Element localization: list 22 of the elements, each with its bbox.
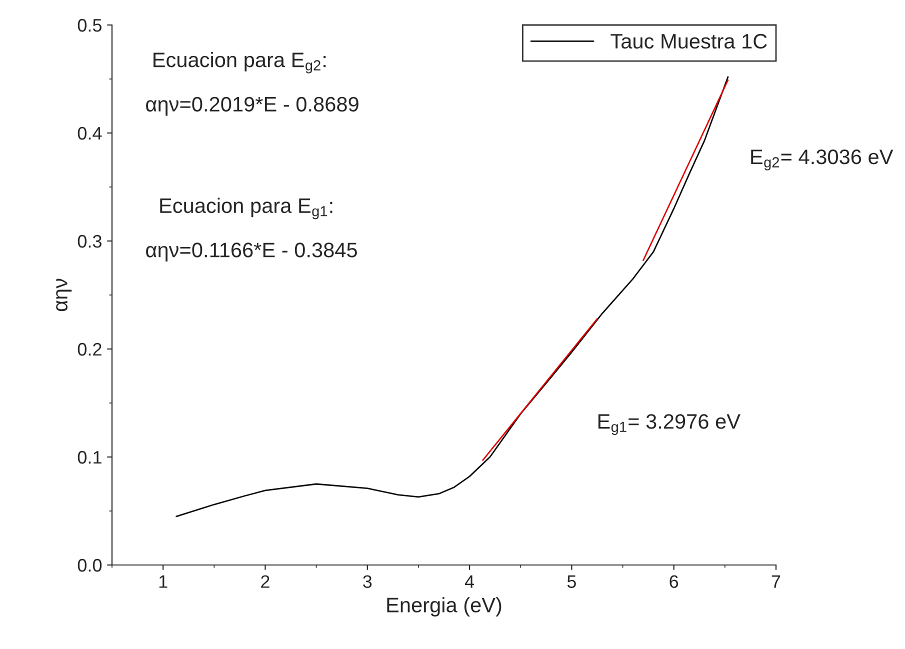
legend-label: Tauc Muestra 1C — [610, 34, 767, 49]
annotation: αην=0.1166*E - 0.3845 — [146, 242, 357, 262]
x-axis-title: Energia (eV) — [387, 597, 502, 617]
x-tick-label: 7 — [772, 575, 780, 588]
x-tick-label: 4 — [464, 575, 474, 588]
y-tick-label: 0.4 — [78, 126, 102, 140]
y-tick-label: 0.5 — [78, 18, 102, 32]
annotation: Ecuacion para E$_{g1}$: — [160, 198, 332, 220]
x-tick-label: 3 — [363, 575, 372, 588]
y-tick-label: 0.3 — [78, 234, 102, 248]
annotation: E$_{g1}$= 3.2976 eV — [598, 414, 740, 435]
x-tick-label: 1 — [159, 575, 168, 588]
x-tick-label: 6 — [670, 575, 678, 588]
y-tick-label: 0.0 — [78, 558, 102, 572]
annotation: αην=0.2019*E - 0.8689 — [146, 96, 358, 116]
x-tick-label: 2 — [261, 575, 270, 588]
y-tick-label: 0.2 — [78, 342, 102, 356]
y-axis-title: αην — [56, 278, 72, 312]
annotation: E$_{g2}$= 4.3036 eV — [751, 149, 894, 170]
x-tick-label: 5 — [567, 575, 576, 588]
annotation: Ecuacion para E$_{g2}$: — [154, 52, 326, 74]
y-tick-label: 0.1 — [78, 450, 102, 464]
